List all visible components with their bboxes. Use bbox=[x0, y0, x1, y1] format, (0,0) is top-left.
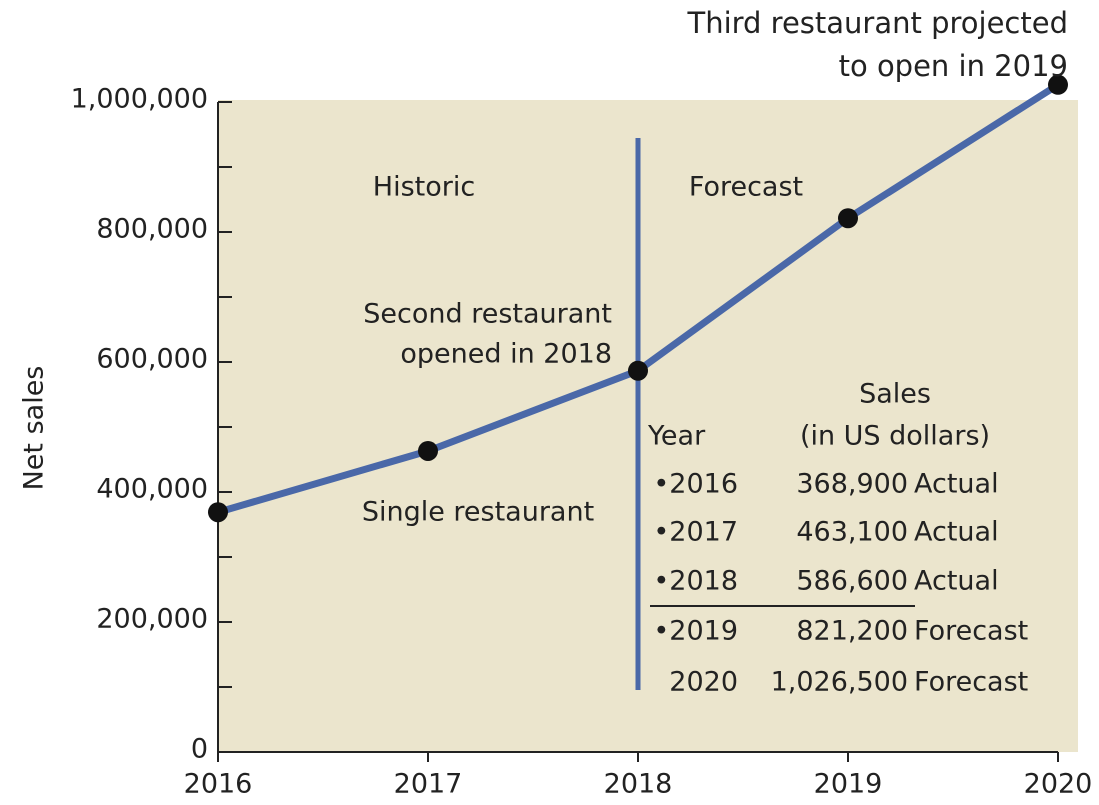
x-tick-label: 2016 bbox=[184, 769, 253, 800]
table-year: •2018 bbox=[653, 566, 738, 597]
table-status: Actual bbox=[914, 517, 999, 548]
annotation: Single restaurant bbox=[362, 497, 594, 528]
y-tick-label: 400,000 bbox=[96, 474, 208, 505]
point bbox=[208, 502, 228, 523]
y-tick-label: 800,000 bbox=[96, 214, 208, 245]
table-sales: 821,200 bbox=[796, 616, 908, 647]
annotation: Third restaurant projected bbox=[686, 6, 1068, 40]
point bbox=[418, 440, 438, 461]
table-year: •2019 bbox=[653, 616, 738, 647]
x-tick-label: 2018 bbox=[604, 769, 673, 800]
table-sales: 463,100 bbox=[796, 517, 908, 548]
y-tick-label: 200,000 bbox=[96, 604, 208, 635]
table-status: Forecast bbox=[914, 667, 1028, 698]
annotation: opened in 2018 bbox=[400, 339, 612, 370]
table-header: Year bbox=[647, 421, 706, 452]
table-sales: 368,900 bbox=[796, 469, 908, 500]
y-axis-label: Net sales bbox=[19, 366, 50, 491]
x-tick-label: 2020 bbox=[1024, 769, 1093, 800]
x-tick-label: 2017 bbox=[394, 769, 463, 800]
table-year: 2020 bbox=[669, 667, 738, 698]
table-status: Actual bbox=[914, 469, 999, 500]
table-sales: 1,026,500 bbox=[771, 667, 908, 698]
table-status: Forecast bbox=[914, 616, 1028, 647]
point bbox=[628, 360, 648, 381]
table-year: •2016 bbox=[653, 469, 738, 500]
table-status: Actual bbox=[914, 566, 999, 597]
point bbox=[838, 208, 858, 229]
y-tick-label: 600,000 bbox=[96, 344, 208, 375]
annotation: Forecast bbox=[689, 172, 803, 203]
x-tick-label: 2019 bbox=[814, 769, 883, 800]
table-sales: 586,600 bbox=[796, 566, 908, 597]
plot-background bbox=[218, 100, 1078, 752]
annotation: Second restaurant bbox=[363, 299, 612, 330]
table-header: (in US dollars) bbox=[800, 421, 990, 452]
table-year: •2017 bbox=[653, 517, 738, 548]
annotation: Historic bbox=[373, 172, 475, 203]
annotation: to open in 2019 bbox=[839, 49, 1068, 83]
y-tick-label: 1,000,000 bbox=[71, 84, 208, 115]
point bbox=[1048, 74, 1068, 95]
table-header: Sales bbox=[859, 379, 931, 410]
y-tick-label: 0 bbox=[191, 734, 208, 765]
